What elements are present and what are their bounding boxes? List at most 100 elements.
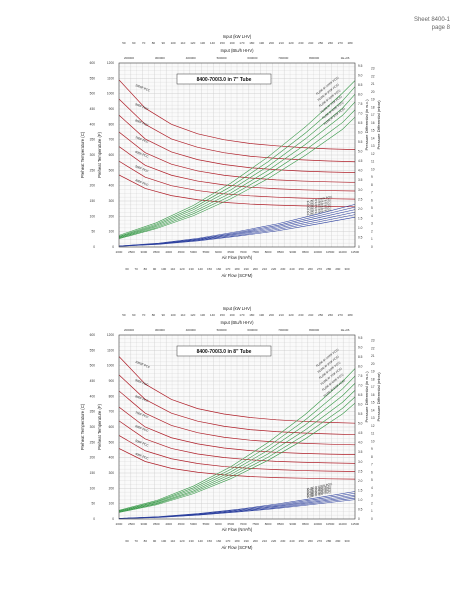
c2-top-tick-1: 280 bbox=[348, 313, 353, 317]
c2-x-tick-2: 110 bbox=[170, 539, 175, 543]
c1-y-tick-right-inner: 7.5 bbox=[358, 102, 363, 106]
c2-x-tick: 9500 bbox=[302, 522, 309, 526]
chart-7in-tube: Input (kW LHV) 50 60 70 80 90 100 110 120 130 140 1… bbox=[79, 33, 381, 281]
c1-x-tick: 3000 bbox=[140, 250, 147, 254]
c2-y-tick-right-outer: 9 bbox=[371, 447, 373, 451]
c2-y-tick-left-outer: 300 bbox=[90, 425, 96, 429]
c2-y-tick-right-inner: 1.5 bbox=[358, 488, 363, 492]
c1-y-tick-left-inner: 200 bbox=[109, 214, 115, 218]
c2-x-tick: 3000 bbox=[140, 522, 147, 526]
c1-x-tick: 7000 bbox=[240, 250, 247, 254]
c2-lower-pressure-label: PL(SE-IP 500F PCC) bbox=[306, 490, 331, 499]
c1-y-tick-right-inner: 8.0 bbox=[358, 92, 363, 96]
c1-y-tick-left-inner: 1100 bbox=[107, 76, 114, 80]
c2-x-tick-2: 200 bbox=[253, 539, 258, 543]
c1-top-tick-1: 200 bbox=[269, 41, 274, 45]
c2-temp-series-label: 400F PCC bbox=[135, 452, 150, 461]
c1-plot-frame bbox=[118, 62, 356, 248]
c2-top-tick-1: 200 bbox=[269, 313, 274, 317]
c1-y-tick-left-inner: 800 bbox=[109, 122, 115, 126]
c1-y-tick-right-inner: 1.0 bbox=[358, 226, 363, 230]
c1-y-label-left-outer: Preheat Temperature (C) bbox=[80, 131, 85, 178]
c2-y-tick-right-inner: 2.0 bbox=[358, 479, 363, 483]
c2-x-tick: 2000 bbox=[116, 522, 123, 526]
c2-x-tick-2: 130 bbox=[189, 539, 194, 543]
c2-y-tick-right-inner: 4.0 bbox=[358, 441, 363, 445]
c2-y-tick-left-outer: 100 bbox=[90, 486, 96, 490]
c1-x-tick-2: 130 bbox=[189, 267, 194, 271]
c2-y-tick-right-outer: 11 bbox=[371, 432, 375, 436]
c2-temp-series-label: 900F PCC bbox=[135, 378, 150, 387]
c2-y-tick-left-outer: 250 bbox=[90, 440, 96, 444]
c1-lower-pressure-line bbox=[119, 216, 355, 247]
c2-top-tick-1: 240 bbox=[308, 313, 313, 317]
c1-x-tick-2: 90 bbox=[153, 267, 157, 271]
c2-y-tick-left-inner: 300 bbox=[109, 471, 115, 475]
c2-top-tick-1: 120 bbox=[190, 313, 195, 317]
c2-y-tick-right-inner: 4.5 bbox=[358, 431, 363, 435]
c2-y-tick-left-inner: 900 bbox=[109, 379, 115, 383]
c1-y-tick-right-outer: 4 bbox=[371, 214, 373, 218]
c1-y-tick-right-inner: 4.0 bbox=[358, 169, 363, 173]
c2-x-tick: 5000 bbox=[190, 522, 197, 526]
c1-y-tick-right-inner: 5.0 bbox=[358, 150, 363, 154]
c2-top-tick-1: 80 bbox=[152, 313, 156, 317]
c1-pressure-series-line bbox=[119, 93, 355, 238]
c2-y-tick-left-inner: 100 bbox=[109, 502, 115, 506]
c2-chart-title: 8400-700/3.0 in 8" Tube bbox=[197, 349, 252, 355]
c2-y-tick-right-inner: 5.0 bbox=[358, 422, 363, 426]
c1-top-axis-label-1: Input (kW LHV) bbox=[223, 34, 252, 39]
c2-x-tick: 6000 bbox=[215, 522, 222, 526]
c1-x-tick-2: 270 bbox=[317, 267, 322, 271]
c1-x-tick-2: 100 bbox=[161, 267, 166, 271]
c2-x-tick-2: 250 bbox=[299, 539, 304, 543]
c1-lower-pressure-label: PL(SE-IP 900F PCC) bbox=[306, 198, 331, 207]
c2-y-tick-right-outer: 17 bbox=[371, 385, 375, 389]
c2-x-tick-2: 230 bbox=[280, 539, 285, 543]
c2-y-tick-left-inner: 1000 bbox=[107, 364, 114, 368]
c1-y-tick-right-outer: 8 bbox=[371, 183, 373, 187]
c1-y-tick-right-inner: 7.0 bbox=[358, 111, 363, 115]
c2-x-tick-2: 170 bbox=[225, 539, 230, 543]
c1-x-tick: 9500 bbox=[302, 250, 309, 254]
c2-top-tick-1: 230 bbox=[298, 313, 303, 317]
c2-top-tick-2: 400000 bbox=[186, 328, 196, 332]
c2-y-tick-right-inner: 6.5 bbox=[358, 393, 363, 397]
c1-y-tick-right-outer: 7 bbox=[371, 191, 373, 195]
c2-y-label-right-outer: Pressure Differential (mbar) bbox=[376, 372, 381, 422]
c1-y-tick-left-inner: 1200 bbox=[107, 61, 114, 65]
c2-top-tick-1: 220 bbox=[289, 313, 294, 317]
c2-x-tick-2: 280 bbox=[326, 539, 331, 543]
c2-pressure-series-line bbox=[119, 389, 355, 512]
c2-y-tick-right-inner: 7.5 bbox=[358, 374, 363, 378]
c1-x-tick: 6500 bbox=[227, 250, 234, 254]
c2-y-tick-left-outer: 500 bbox=[90, 364, 96, 368]
c2-plot-frame bbox=[118, 334, 356, 520]
c1-x-tick-2: 250 bbox=[299, 267, 304, 271]
c2-y-tick-left-inner: 800 bbox=[109, 394, 115, 398]
c1-pressure-series-line bbox=[119, 86, 355, 237]
c2-top-tick-1: 140 bbox=[210, 313, 215, 317]
c1-y-tick-right-inner: 4.5 bbox=[358, 159, 363, 163]
c1-x-tick-2: 160 bbox=[216, 267, 221, 271]
c1-y-tick-left-inner: 600 bbox=[109, 153, 115, 157]
c2-top-tick-1: 160 bbox=[230, 313, 235, 317]
c1-temp-series-label: 600F PCC bbox=[135, 150, 150, 159]
c2-y-tick-left-outer: 550 bbox=[90, 348, 96, 352]
c1-x-tick-2: 210 bbox=[262, 267, 267, 271]
c2-temp-series-label: 1000F PCC bbox=[135, 360, 152, 370]
c1-y-tick-left-outer: 150 bbox=[90, 199, 96, 203]
c1-y-tick-left-outer: 100 bbox=[90, 214, 96, 218]
c1-lower-pressure-label: PL(SE-IP 500F PCC) bbox=[306, 208, 331, 217]
c2-y-tick-right-outer: 5 bbox=[371, 478, 373, 482]
c1-top-tick-2: 700000 bbox=[278, 56, 288, 60]
c1-chart-title: 8400-700/3.0 in 7" Tube bbox=[197, 77, 252, 83]
c1-x-tick: 6000 bbox=[215, 250, 222, 254]
c2-x-tick: 7000 bbox=[240, 522, 247, 526]
c1-y-tick-left-outer: 50 bbox=[91, 230, 95, 234]
c2-y-tick-right-outer: 20 bbox=[371, 362, 375, 366]
c1-x-tick: 5500 bbox=[203, 250, 210, 254]
c2-y-label-right-inner: Pressure Differential (in w.c.) bbox=[364, 371, 369, 423]
c2-top-tick-2: 700000 bbox=[278, 328, 288, 332]
c2-lower-pressure-label: PL(SE-IP 900F PCC) bbox=[306, 484, 331, 493]
